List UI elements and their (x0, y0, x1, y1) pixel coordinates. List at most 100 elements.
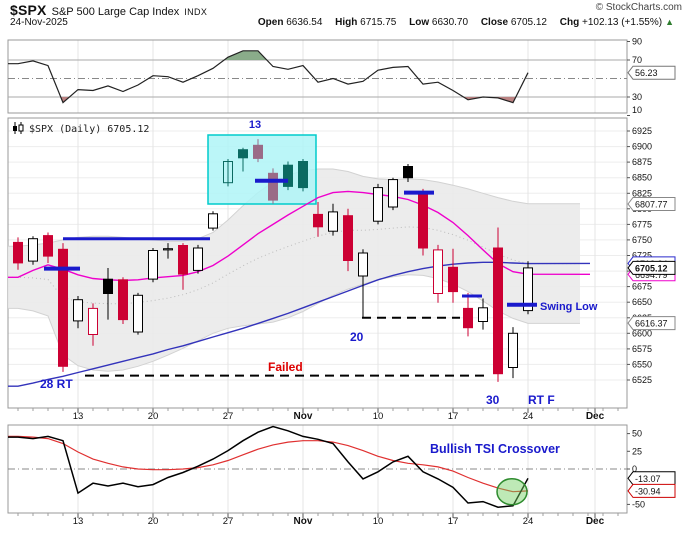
symbol-name: S&P 500 Large Cap Index (51, 6, 180, 18)
price-tick-label: 6775 (632, 219, 652, 229)
candle-body (268, 172, 278, 201)
price-tick-label: 6525 (632, 375, 652, 385)
annotation-text: RT F (528, 393, 555, 407)
candle-body (58, 248, 68, 367)
x-axis-label: 17 (448, 516, 459, 527)
candle-body (403, 166, 413, 179)
candle-body (448, 266, 458, 293)
candle-body (178, 245, 188, 275)
x-axis-label: 13 (73, 411, 84, 422)
candle-body (133, 294, 143, 333)
x-axis-label: Nov (294, 516, 313, 527)
tsi-tick-label: 50 (632, 429, 642, 439)
candle-body (238, 149, 248, 159)
candle-body (523, 267, 533, 312)
price-tick-label: 6650 (632, 297, 652, 307)
x-axis-label: 24 (523, 411, 534, 422)
annotation-text: Swing Low (540, 301, 598, 313)
chg-value: +102.13 (+1.55%) (582, 17, 663, 28)
crossover-highlight-circle (496, 477, 528, 506)
annotation-text: 30 (486, 393, 500, 407)
copyright: © StockCharts.com (595, 2, 682, 13)
price-tick-label: 6600 (632, 328, 652, 338)
chg-label: Chg (559, 17, 580, 28)
x-axis-label: 27 (223, 411, 234, 422)
price-tick-label: 6750 (632, 235, 652, 245)
candle-body (388, 179, 398, 208)
axis-value-text: 6705.12 (635, 263, 668, 273)
price-tick-label: 6875 (632, 157, 652, 167)
candle-body (493, 247, 503, 375)
candle-body (478, 307, 488, 322)
x-axis-label: Dec (586, 516, 605, 527)
high-value: 6715.75 (360, 17, 397, 28)
volatility-band (8, 169, 580, 372)
rsi-tick-label: 30 (632, 92, 642, 102)
open-value: 6636.54 (286, 17, 323, 28)
tsi-annotation-text: Bullish TSI Crossover (430, 442, 560, 456)
candle-body (118, 279, 128, 321)
price-value-box (627, 260, 676, 275)
candle-body (433, 249, 443, 294)
price-tick-label: 6675 (632, 282, 652, 292)
axis-value-text: 6807.77 (635, 199, 668, 209)
close-label: Close (480, 17, 509, 28)
candlestick-icon (13, 126, 17, 131)
chart-date: 24-Nov-2025 (10, 17, 68, 28)
tsi-signal-line (8, 435, 529, 493)
candle-body (148, 250, 158, 280)
ema-fast-line (8, 190, 591, 282)
x-axis-label: 20 (148, 516, 159, 527)
candle-body (328, 211, 338, 232)
rsi-overbought-fill (224, 50, 267, 60)
candle-body (88, 307, 98, 335)
candle-body (253, 144, 263, 159)
tsi-tick-label: -50 (632, 499, 645, 509)
x-axis-label: Nov (294, 411, 313, 422)
x-axis-label: 17 (448, 411, 459, 422)
candle-body (43, 235, 53, 257)
candle-body (208, 213, 218, 229)
tsi-tick-label: 25 (632, 446, 642, 456)
axis-value-text: -13.07 (635, 474, 661, 484)
annotation-text: Failed (268, 360, 303, 374)
candle-body (13, 241, 23, 264)
rsi-oversold-fill (483, 97, 516, 103)
x-axis-label: 10 (373, 411, 384, 422)
axis-value-text: -30.94 (635, 486, 661, 496)
tsi-tick-label: 0 (632, 464, 637, 474)
candle-body (343, 215, 353, 261)
price-tick-label: 6550 (632, 359, 652, 369)
candle-body (163, 248, 173, 251)
x-axis-label: 13 (73, 516, 84, 527)
annotation-text: 28 RT (40, 377, 73, 391)
price-value-box (627, 316, 676, 331)
price-value-box (627, 197, 676, 211)
rsi-tick-label: 10 (632, 105, 642, 115)
candle-body (223, 161, 233, 184)
rsi-line (8, 50, 529, 104)
candle-body (28, 238, 38, 262)
price-tick-label: 6925 (632, 126, 652, 136)
candlestick-icon (18, 124, 24, 132)
candle-body (373, 187, 383, 222)
price-tick-label: 6900 (632, 142, 652, 152)
tsi-value-box (627, 483, 676, 498)
x-axis-label: 27 (223, 516, 234, 527)
chart-header: $SPX S&P 500 Large Cap Index INDX © StockC… (0, 0, 690, 34)
x-axis-label: Dec (586, 411, 605, 422)
axis-value-text: 6616.37 (635, 319, 668, 329)
candle-body (358, 252, 368, 277)
rsi-current-box (627, 65, 676, 80)
open-label: Open (257, 17, 284, 28)
price-legend: $SPX (Daily) 6705.12 (29, 124, 149, 135)
price-tick-label: 6825 (632, 188, 652, 198)
exchange: INDX (184, 7, 208, 17)
low-label: Low (409, 17, 430, 28)
candle-body (103, 278, 113, 295)
price-tick-label: 6575 (632, 344, 652, 354)
x-axis-label: 20 (148, 411, 159, 422)
x-axis-label: 24 (523, 516, 534, 527)
close-value: 6705.12 (510, 17, 547, 28)
